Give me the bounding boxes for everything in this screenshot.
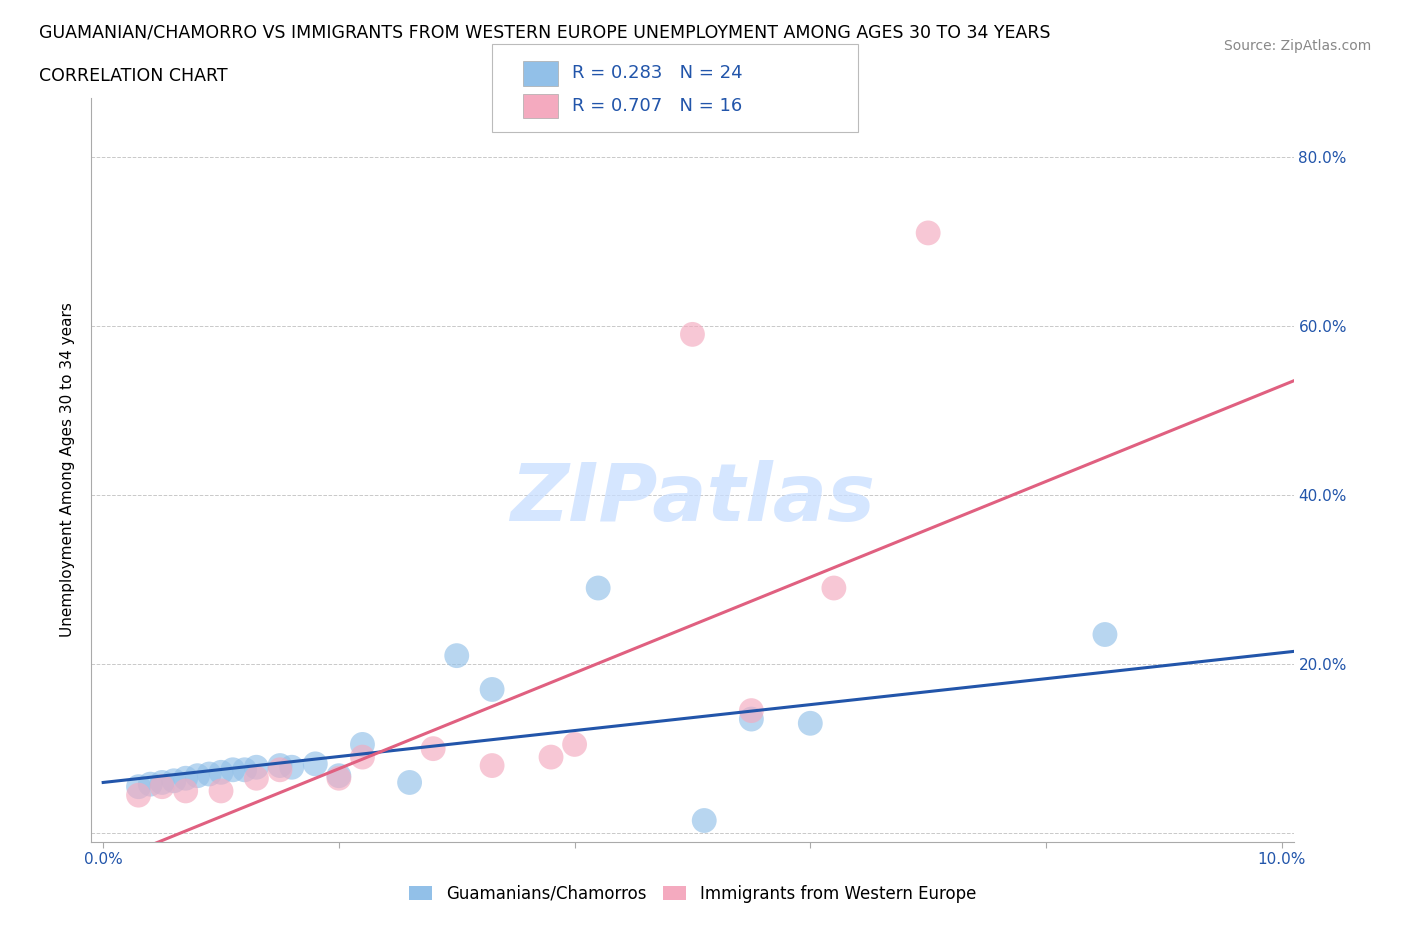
Legend: Guamanians/Chamorros, Immigrants from Western Europe: Guamanians/Chamorros, Immigrants from We… [404,880,981,908]
Point [740,703,762,718]
Point [128,779,150,794]
Point [540,750,562,764]
Point [209,764,232,779]
Point [398,775,420,790]
Text: CORRELATION CHART: CORRELATION CHART [39,67,228,85]
Point [139,777,162,791]
Point [586,580,609,595]
Point [198,766,221,781]
Point [328,768,350,783]
Point [446,648,468,663]
Point [422,741,444,756]
Text: R = 0.283   N = 24: R = 0.283 N = 24 [572,64,742,83]
Point [1094,627,1116,642]
Point [564,737,586,751]
Point [799,716,821,731]
Point [186,768,208,783]
Point [174,783,197,798]
Point [222,763,245,777]
Text: Source: ZipAtlas.com: Source: ZipAtlas.com [1223,39,1371,53]
Point [280,760,302,775]
Point [681,327,703,342]
Text: R = 0.707   N = 16: R = 0.707 N = 16 [572,97,742,115]
Point [233,763,256,777]
Point [245,771,267,786]
Point [328,771,350,786]
Point [269,763,291,777]
Point [174,771,197,786]
Point [304,756,326,771]
Point [352,737,374,751]
Point [352,750,374,764]
Point [481,758,503,773]
Point [917,225,939,240]
Point [740,711,762,726]
Point [128,788,150,803]
Point [823,580,845,595]
Point [269,758,291,773]
Point [163,774,186,789]
Point [150,779,173,794]
Point [245,760,267,775]
Point [150,775,173,790]
Point [693,813,716,828]
Point [481,682,503,697]
Text: GUAMANIAN/CHAMORRO VS IMMIGRANTS FROM WESTERN EUROPE UNEMPLOYMENT AMONG AGES 30 : GUAMANIAN/CHAMORRO VS IMMIGRANTS FROM WE… [39,23,1050,41]
Text: ZIPatlas: ZIPatlas [510,460,875,538]
Y-axis label: Unemployment Among Ages 30 to 34 years: Unemployment Among Ages 30 to 34 years [60,302,76,637]
Point [209,783,232,798]
